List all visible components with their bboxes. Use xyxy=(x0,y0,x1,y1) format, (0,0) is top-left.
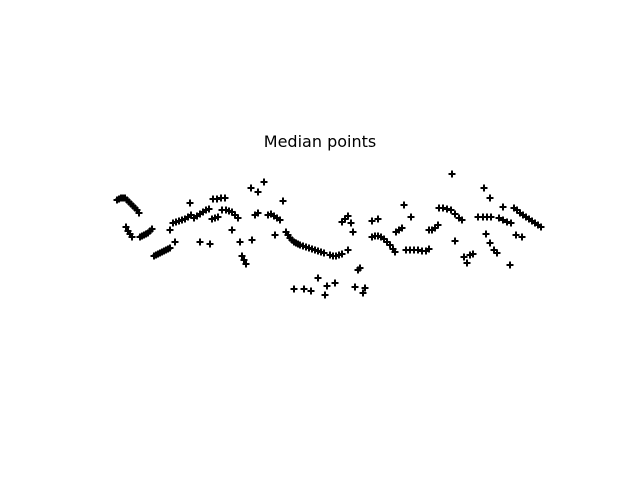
data-point xyxy=(166,226,174,234)
data-point xyxy=(495,214,503,222)
data-point xyxy=(448,170,456,178)
data-point xyxy=(221,194,229,202)
data-point xyxy=(307,287,315,295)
data-point xyxy=(331,279,339,287)
data-point xyxy=(463,259,471,267)
data-point xyxy=(537,223,545,231)
data-point xyxy=(499,203,507,211)
data-point xyxy=(487,213,495,221)
data-point xyxy=(512,231,520,239)
data-point xyxy=(356,264,364,272)
data-point xyxy=(279,197,287,205)
data-point xyxy=(290,285,298,293)
data-point xyxy=(206,240,214,248)
data-point xyxy=(248,236,256,244)
data-point xyxy=(135,209,143,217)
data-point xyxy=(469,250,477,258)
data-point xyxy=(228,226,236,234)
data-point xyxy=(451,210,459,218)
data-point xyxy=(148,225,156,233)
data-point xyxy=(276,216,284,224)
data-point xyxy=(507,219,515,227)
data-point xyxy=(368,217,376,225)
data-point xyxy=(447,206,455,214)
data-point xyxy=(518,233,526,241)
data-point xyxy=(186,199,194,207)
data-point xyxy=(458,216,466,224)
data-point xyxy=(205,205,213,213)
data-point xyxy=(407,213,415,221)
data-point xyxy=(351,283,359,291)
data-point xyxy=(196,238,204,246)
data-point xyxy=(374,215,382,223)
data-point xyxy=(347,219,355,227)
chart-title: Median points xyxy=(263,132,377,151)
data-point xyxy=(493,249,501,257)
data-point xyxy=(451,237,459,245)
data-point xyxy=(338,250,346,258)
data-point xyxy=(359,289,367,297)
data-point xyxy=(242,260,250,268)
data-point xyxy=(214,213,222,221)
data-point xyxy=(499,216,507,224)
data-point xyxy=(486,194,494,202)
data-point xyxy=(314,274,322,282)
data-point xyxy=(321,291,329,299)
data-point xyxy=(122,223,130,231)
data-point xyxy=(254,188,262,196)
data-point xyxy=(234,214,242,222)
data-point xyxy=(506,261,514,269)
data-point xyxy=(425,245,433,253)
data-point xyxy=(320,249,328,257)
data-point xyxy=(247,184,255,192)
data-point xyxy=(236,238,244,246)
data-point xyxy=(171,238,179,246)
data-point xyxy=(482,230,490,238)
data-point xyxy=(460,253,468,261)
data-point xyxy=(240,256,248,264)
data-point xyxy=(300,285,308,293)
data-point xyxy=(344,212,352,220)
data-point xyxy=(344,246,352,254)
data-point xyxy=(260,178,268,186)
data-point xyxy=(271,231,279,239)
data-point xyxy=(391,248,399,256)
data-point xyxy=(361,284,369,292)
data-point xyxy=(486,239,494,247)
data-point xyxy=(386,241,394,249)
data-point xyxy=(128,233,136,241)
data-point xyxy=(398,224,406,232)
data-point xyxy=(238,252,246,260)
data-point xyxy=(400,201,408,209)
data-point xyxy=(254,209,262,217)
data-point xyxy=(480,184,488,192)
data-point xyxy=(349,228,357,236)
data-point xyxy=(166,244,174,252)
data-point xyxy=(434,221,442,229)
data-point xyxy=(323,282,331,290)
